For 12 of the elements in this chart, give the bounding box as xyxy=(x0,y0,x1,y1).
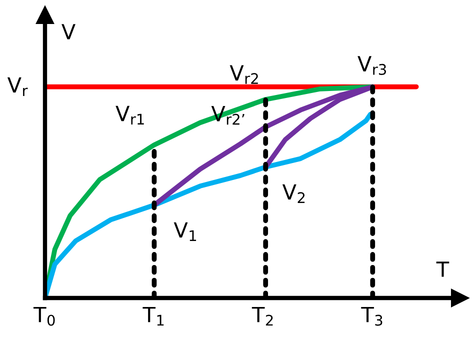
x-tick-label: T$_{3}$ xyxy=(361,306,382,326)
annotation: V$_{r2}$ xyxy=(230,65,258,84)
annotation: V$_{r3}$ xyxy=(358,56,386,75)
annotation: V$_{r}$ xyxy=(7,77,28,96)
annotation: V$_{r1}$ xyxy=(116,106,144,125)
x-tick-label: T$_{1}$ xyxy=(142,306,164,326)
y-axis-title: V xyxy=(62,24,76,40)
annotation: V$_{1}$ xyxy=(174,222,196,241)
x-tick-label: T$_{0}$ xyxy=(33,306,55,326)
x-axis-title: T xyxy=(436,262,450,277)
annotation: V$_{2}$ xyxy=(282,184,305,203)
x-tick-label: T$_{2}$ xyxy=(252,306,273,326)
